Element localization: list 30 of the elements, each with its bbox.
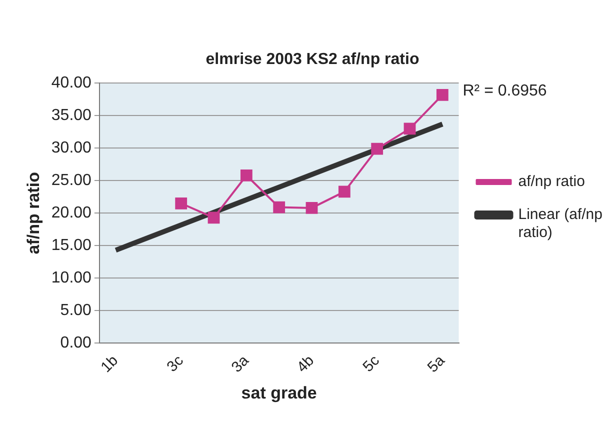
x-axis-title: sat grade (241, 383, 317, 402)
y-axis-title: af/np ratio (24, 172, 43, 254)
point (306, 202, 318, 214)
point (208, 212, 220, 224)
x-tick-label: 5c (360, 352, 384, 376)
chart-title: elmrise 2003 KS2 af/np ratio (206, 51, 420, 68)
text: R² = 0.6956 (462, 82, 547, 100)
point (371, 142, 384, 155)
point (240, 170, 252, 182)
point (175, 197, 188, 210)
y-tick-label: 40.00 (51, 74, 92, 92)
y-tick-label: 15.00 (51, 237, 92, 254)
point (436, 88, 448, 101)
point (273, 201, 286, 214)
x-tick-label: 3c (164, 352, 188, 376)
x-tick-label: 5a (424, 352, 449, 376)
y-tick-label: 20.00 (51, 204, 92, 222)
y-tick-label: 30.00 (51, 140, 92, 157)
point (404, 122, 416, 135)
y-tick-label: 0.00 (60, 334, 92, 352)
y-tick-label: 25.00 (51, 172, 92, 190)
legend-label: Linear (af/np ratio) (518, 206, 602, 242)
y-tick-label: 5.00 (60, 302, 92, 319)
legend-label: af/np ratio (518, 173, 585, 190)
point (338, 186, 350, 198)
y-tick-label: 10.00 (51, 270, 92, 287)
x-tick-label: 1b (98, 352, 122, 376)
x-tick-label: 4b (294, 352, 318, 376)
y-tick-label: 35.00 (51, 107, 92, 124)
x-tick-label: 3a (228, 352, 253, 376)
